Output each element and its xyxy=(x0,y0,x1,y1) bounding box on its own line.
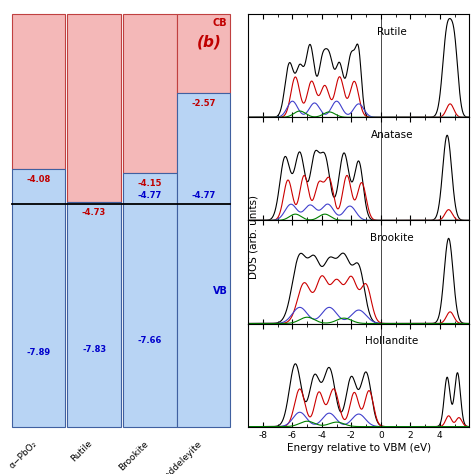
Text: Anatase: Anatase xyxy=(371,130,413,140)
Text: DOS (arb. units): DOS (arb. units) xyxy=(248,195,259,279)
Text: -4.15: -4.15 xyxy=(137,179,162,188)
Text: -4.73: -4.73 xyxy=(82,208,106,217)
X-axis label: Energy relative to VBM (eV): Energy relative to VBM (eV) xyxy=(287,443,431,453)
Text: Hollandite: Hollandite xyxy=(365,336,419,346)
Text: α−PbO₂: α−PbO₂ xyxy=(7,439,38,470)
Text: -4.77: -4.77 xyxy=(191,191,215,200)
Text: -4.08: -4.08 xyxy=(26,175,51,184)
Bar xyxy=(176,93,230,427)
Bar xyxy=(12,14,65,169)
Text: Brookite: Brookite xyxy=(370,233,414,243)
Text: Baddeleyite: Baddeleyite xyxy=(158,439,203,474)
Text: (b): (b) xyxy=(197,35,221,50)
Text: Rutile: Rutile xyxy=(69,439,94,464)
Text: Rutile: Rutile xyxy=(377,27,407,36)
Bar xyxy=(176,14,230,93)
Text: -7.83: -7.83 xyxy=(82,345,106,354)
Text: Brookite: Brookite xyxy=(117,439,150,472)
Text: -4.77: -4.77 xyxy=(137,191,162,200)
Text: -2.57: -2.57 xyxy=(191,100,215,109)
Bar xyxy=(123,14,176,173)
Text: CB: CB xyxy=(213,18,228,28)
Bar xyxy=(67,202,121,427)
Text: -7.89: -7.89 xyxy=(27,347,50,356)
Bar xyxy=(123,173,176,427)
Text: VB: VB xyxy=(213,286,228,296)
Bar xyxy=(12,169,65,427)
Text: -7.66: -7.66 xyxy=(137,336,162,345)
Bar xyxy=(67,14,121,202)
